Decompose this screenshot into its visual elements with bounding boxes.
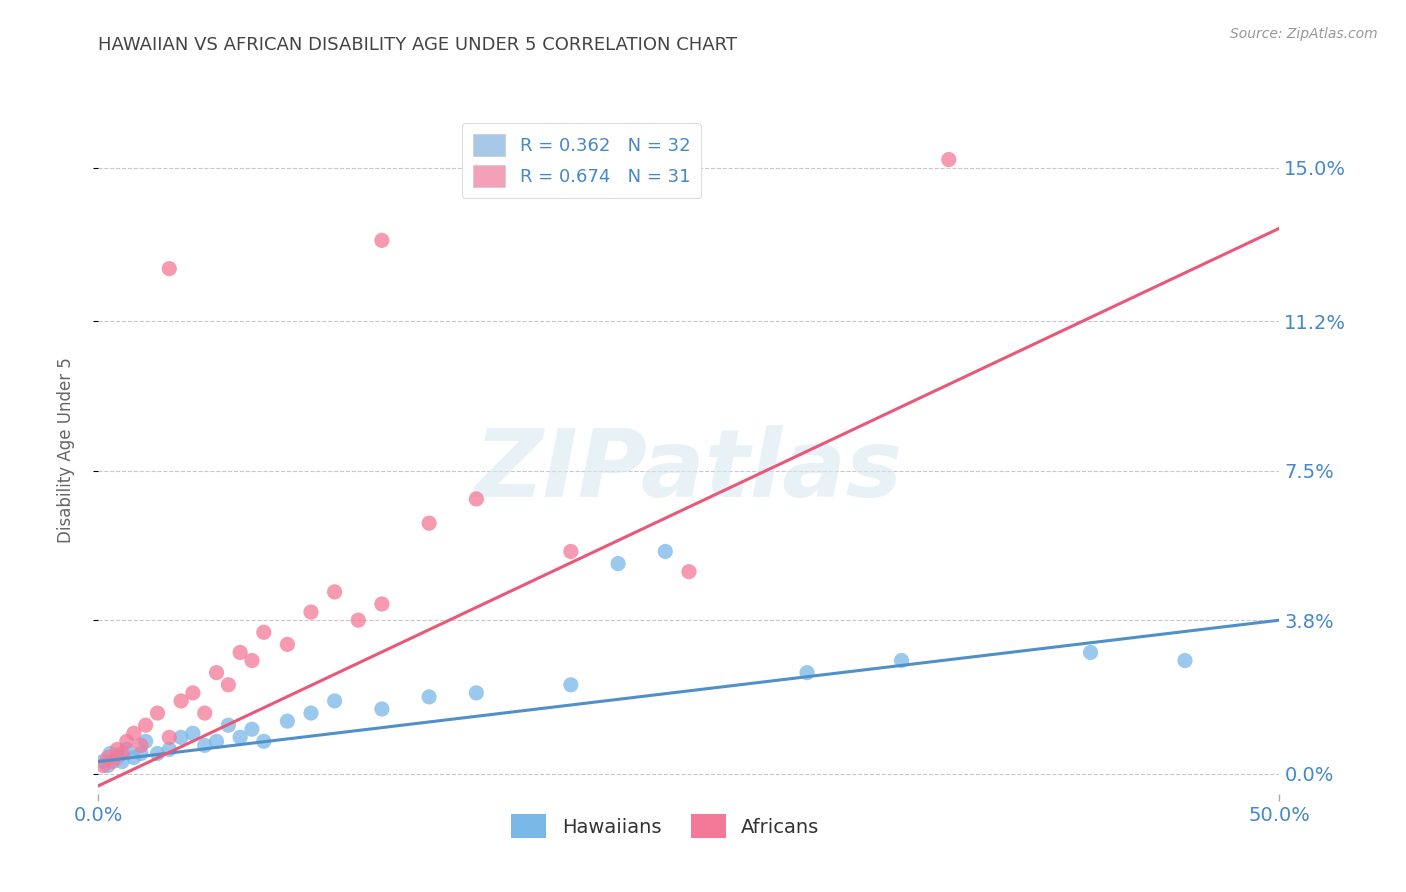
Point (146, 747, 169, 761)
Text: Source: ZipAtlas.com: Source: ZipAtlas.com (1230, 27, 1378, 41)
Point (205, 665, 228, 680)
Point (111, 755, 134, 769)
Point (91, 755, 114, 769)
Point (299, 706, 322, 720)
Point (146, 706, 169, 720)
Point (129, 739, 152, 753)
Point (181, 726, 204, 740)
Point (371, 233, 394, 247)
Point (347, 613, 370, 627)
Point (465, 686, 488, 700)
Point (560, 544, 582, 558)
Point (170, 694, 193, 708)
Point (796, 665, 818, 680)
Point (194, 739, 217, 753)
Point (240, 654, 263, 668)
Point (170, 731, 193, 745)
Point (465, 491, 488, 506)
Point (101, 755, 124, 769)
Point (98, 747, 121, 761)
Text: HAWAIIAN VS AFRICAN DISABILITY AGE UNDER 5 CORRELATION CHART: HAWAIIAN VS AFRICAN DISABILITY AGE UNDER… (98, 36, 737, 54)
Point (323, 694, 346, 708)
Text: ZIPatlas: ZIPatlas (475, 425, 903, 517)
Point (654, 544, 676, 558)
Point (418, 516, 440, 531)
Point (105, 750, 128, 764)
Point (217, 718, 239, 732)
Point (97, 750, 120, 764)
Point (371, 702, 394, 716)
Point (205, 734, 228, 748)
Point (299, 605, 322, 619)
Y-axis label: Disability Age Under 5: Disability Age Under 5 (56, 358, 75, 543)
Point (181, 686, 204, 700)
Point (135, 718, 157, 732)
Point (122, 750, 145, 764)
Point (229, 731, 252, 745)
Point (1174, 654, 1197, 668)
Point (115, 742, 138, 756)
Point (229, 645, 252, 659)
Point (1080, 645, 1102, 659)
Legend: Hawaiians, Africans: Hawaiians, Africans (503, 806, 827, 846)
Point (560, 678, 582, 692)
Point (607, 557, 630, 571)
Point (217, 678, 239, 692)
Point (194, 706, 217, 720)
Point (91, 758, 114, 772)
Point (129, 747, 152, 761)
Point (157, 261, 180, 276)
Point (678, 565, 700, 579)
Point (111, 747, 134, 761)
Point (122, 726, 145, 740)
Point (115, 734, 138, 748)
Point (418, 690, 440, 704)
Point (276, 637, 298, 651)
Point (157, 731, 180, 745)
Point (371, 597, 394, 611)
Point (323, 585, 346, 599)
Point (157, 742, 180, 756)
Point (240, 723, 263, 737)
Point (253, 625, 276, 640)
Point (253, 734, 276, 748)
Point (276, 714, 298, 728)
Point (890, 654, 912, 668)
Point (135, 734, 157, 748)
Point (97, 758, 120, 772)
Point (105, 742, 128, 756)
Point (938, 153, 960, 167)
